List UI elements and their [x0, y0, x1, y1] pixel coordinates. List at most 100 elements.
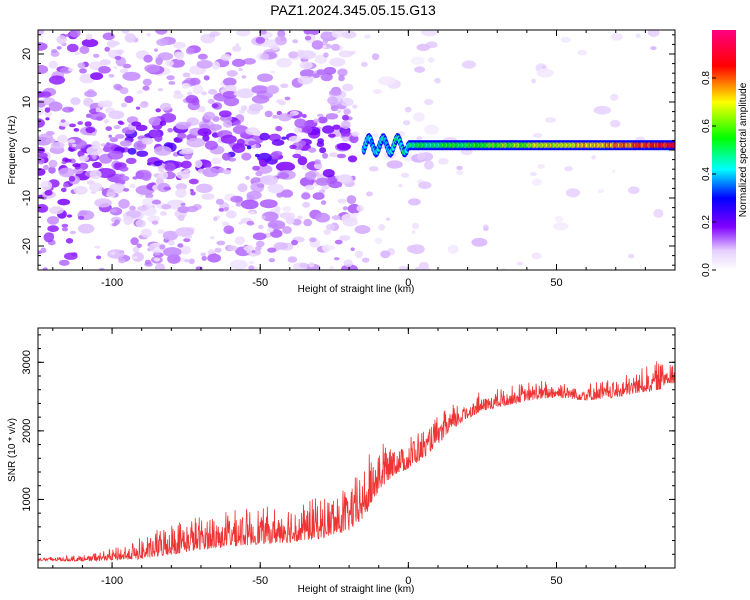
spectrogram-cell: [143, 54, 153, 63]
snr-line: [37, 361, 676, 563]
spectrogram-cell: [194, 159, 203, 168]
spectrogram-cell: [69, 30, 81, 38]
spectrogram-cell: [135, 219, 146, 228]
spectrogram-cell: [320, 72, 333, 82]
spectrogram-cell: [144, 64, 161, 73]
spectrogram-cell: [245, 127, 260, 135]
spectrogram-cell: [173, 90, 181, 95]
spectrogram-cell: [292, 39, 299, 44]
spectrogram-cell: [361, 257, 370, 263]
spectrogram-cell: [211, 61, 220, 70]
x-tick-label: -100: [101, 575, 123, 587]
spectrogram-cell: [159, 120, 167, 126]
spectrogram-cell: [256, 183, 265, 188]
spectrogram-cell: [311, 40, 324, 50]
spectrogram-cell: [105, 126, 112, 131]
spectrogram-cell: [58, 259, 70, 266]
spectrogram-cell: [315, 177, 330, 186]
spectrogram-cell: [84, 90, 97, 98]
spectrogram-cell: [233, 92, 240, 96]
spectrogram-cell: [361, 61, 368, 67]
spectrogram-cell: [119, 87, 129, 95]
colorbar-tick-label: 0.6: [701, 119, 712, 133]
spectrogram-cell: [266, 84, 280, 95]
spectrogram-cell: [278, 113, 292, 122]
spectrogram-cell: [60, 119, 66, 123]
spectrogram-cell: [38, 42, 48, 51]
spectrogram-cell: [200, 33, 216, 44]
spectrogram-cell: [544, 117, 557, 123]
spectrogram-cell: [89, 182, 103, 192]
spectrogram-cell: [77, 223, 95, 234]
spectrogram-cell: [220, 53, 231, 61]
spectrogram-cell: [177, 243, 184, 248]
spectrogram-cell: [337, 174, 353, 185]
spectrogram-cell: [276, 58, 292, 68]
spectrogram-cell: [192, 84, 204, 95]
spectrogram-cell: [241, 152, 252, 161]
spectrogram-cell: [160, 113, 177, 123]
spectrogram-cell: [73, 127, 80, 132]
spectrogram-cell: [230, 195, 243, 203]
spectrogram-cell: [294, 118, 307, 128]
spectrogram-cell: [137, 205, 148, 212]
spectrogram-cell: [237, 183, 248, 193]
spectrogram-cell: [270, 44, 280, 51]
spectrogram-cell: [274, 206, 281, 212]
spectrogram-cell: [211, 157, 222, 165]
spectrogram-cell: [672, 142, 675, 149]
spectrogram-cell: [165, 60, 174, 67]
spectrogram-cell: [327, 96, 338, 105]
y-tick-label: -10: [21, 190, 33, 206]
spectrogram-cell: [58, 167, 75, 178]
spectrogram-cell: [349, 134, 359, 144]
spectrogram-cell: [149, 130, 161, 138]
spectrogram-cell: [188, 178, 199, 185]
spectrogram-cell: [167, 127, 173, 133]
spectrogram-cell: [43, 232, 55, 243]
spectrogram-cell: [119, 140, 132, 147]
spectrogram-cell: [336, 142, 351, 151]
spectrogram-cell: [415, 265, 431, 270]
spectrogram-cell: [316, 113, 324, 118]
spectrogram-cell: [214, 247, 222, 253]
spectrogram-cell: [271, 139, 285, 146]
spectrogram-cell: [136, 150, 149, 157]
spectrogram-cell: [248, 103, 264, 112]
spectrogram-cell: [329, 57, 346, 67]
spectrogram-cell: [278, 172, 290, 179]
spectrogram-cell: [231, 143, 246, 154]
spectrogram-cell: [276, 192, 284, 198]
spectrogram-cell: [530, 171, 537, 177]
spectrogram-cell: [45, 117, 50, 121]
spectrogram-cell: [169, 58, 185, 68]
spectrogram-cell: [316, 69, 326, 76]
spectrogram-cell: [325, 224, 336, 231]
spectrogram-cell: [285, 216, 295, 225]
spectrogram-cell: [352, 104, 358, 109]
spectrogram-cell: [73, 167, 84, 175]
spectrogram-cell: [246, 220, 255, 226]
colorbar: 0.0 0.2 0.4 0.6 0.8 Normalized spectral ampl…: [701, 30, 749, 277]
x-tick-label: 50: [550, 575, 562, 587]
spectrogram-cell: [356, 205, 365, 212]
spectrogram-cell: [288, 135, 302, 143]
spectrogram-cells: [38, 30, 675, 270]
spectrogram-cell: [99, 59, 112, 66]
spectrogram-cell: [322, 125, 335, 134]
spectrogram-cell: [172, 93, 184, 99]
spectrogram-cell: [113, 65, 118, 70]
colorbar-tick-label: 0.2: [701, 215, 712, 229]
snr-panel: -100 -50 0 50 1000 2000 3000 Height of straig…: [7, 327, 676, 595]
spectrogram-cell: [456, 170, 464, 176]
colorbar-tick-label: 0.4: [701, 167, 712, 181]
spectrogram-cell: [70, 97, 81, 105]
spectrogram-cell: [260, 175, 279, 185]
spectrogram-cell: [109, 251, 116, 256]
spectrogram-cell: [298, 53, 305, 58]
spectrogram-y-ticks: -20 -10 0 10 20: [21, 34, 675, 266]
spectrogram-cell: [222, 91, 237, 99]
spectrogram-cell: [232, 45, 242, 52]
spectrogram-cell: [241, 199, 259, 210]
